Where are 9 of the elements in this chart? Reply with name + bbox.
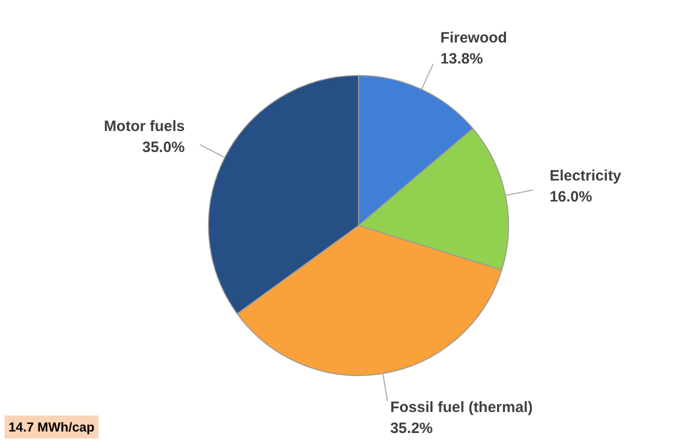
data-label: 16.0% [550,188,592,206]
slice-label: Motor fuels [104,118,185,135]
data-label: 35.0% [142,138,185,156]
slice-label: Electricity [550,168,622,185]
slice-label: Firewood [440,30,508,47]
text: 14.7 MWh/cap [8,420,95,434]
data-label: 35.2% [390,420,433,437]
data-label: 13.8% [440,50,483,68]
slice-label: Fossil fuel (thermal) [390,398,533,416]
